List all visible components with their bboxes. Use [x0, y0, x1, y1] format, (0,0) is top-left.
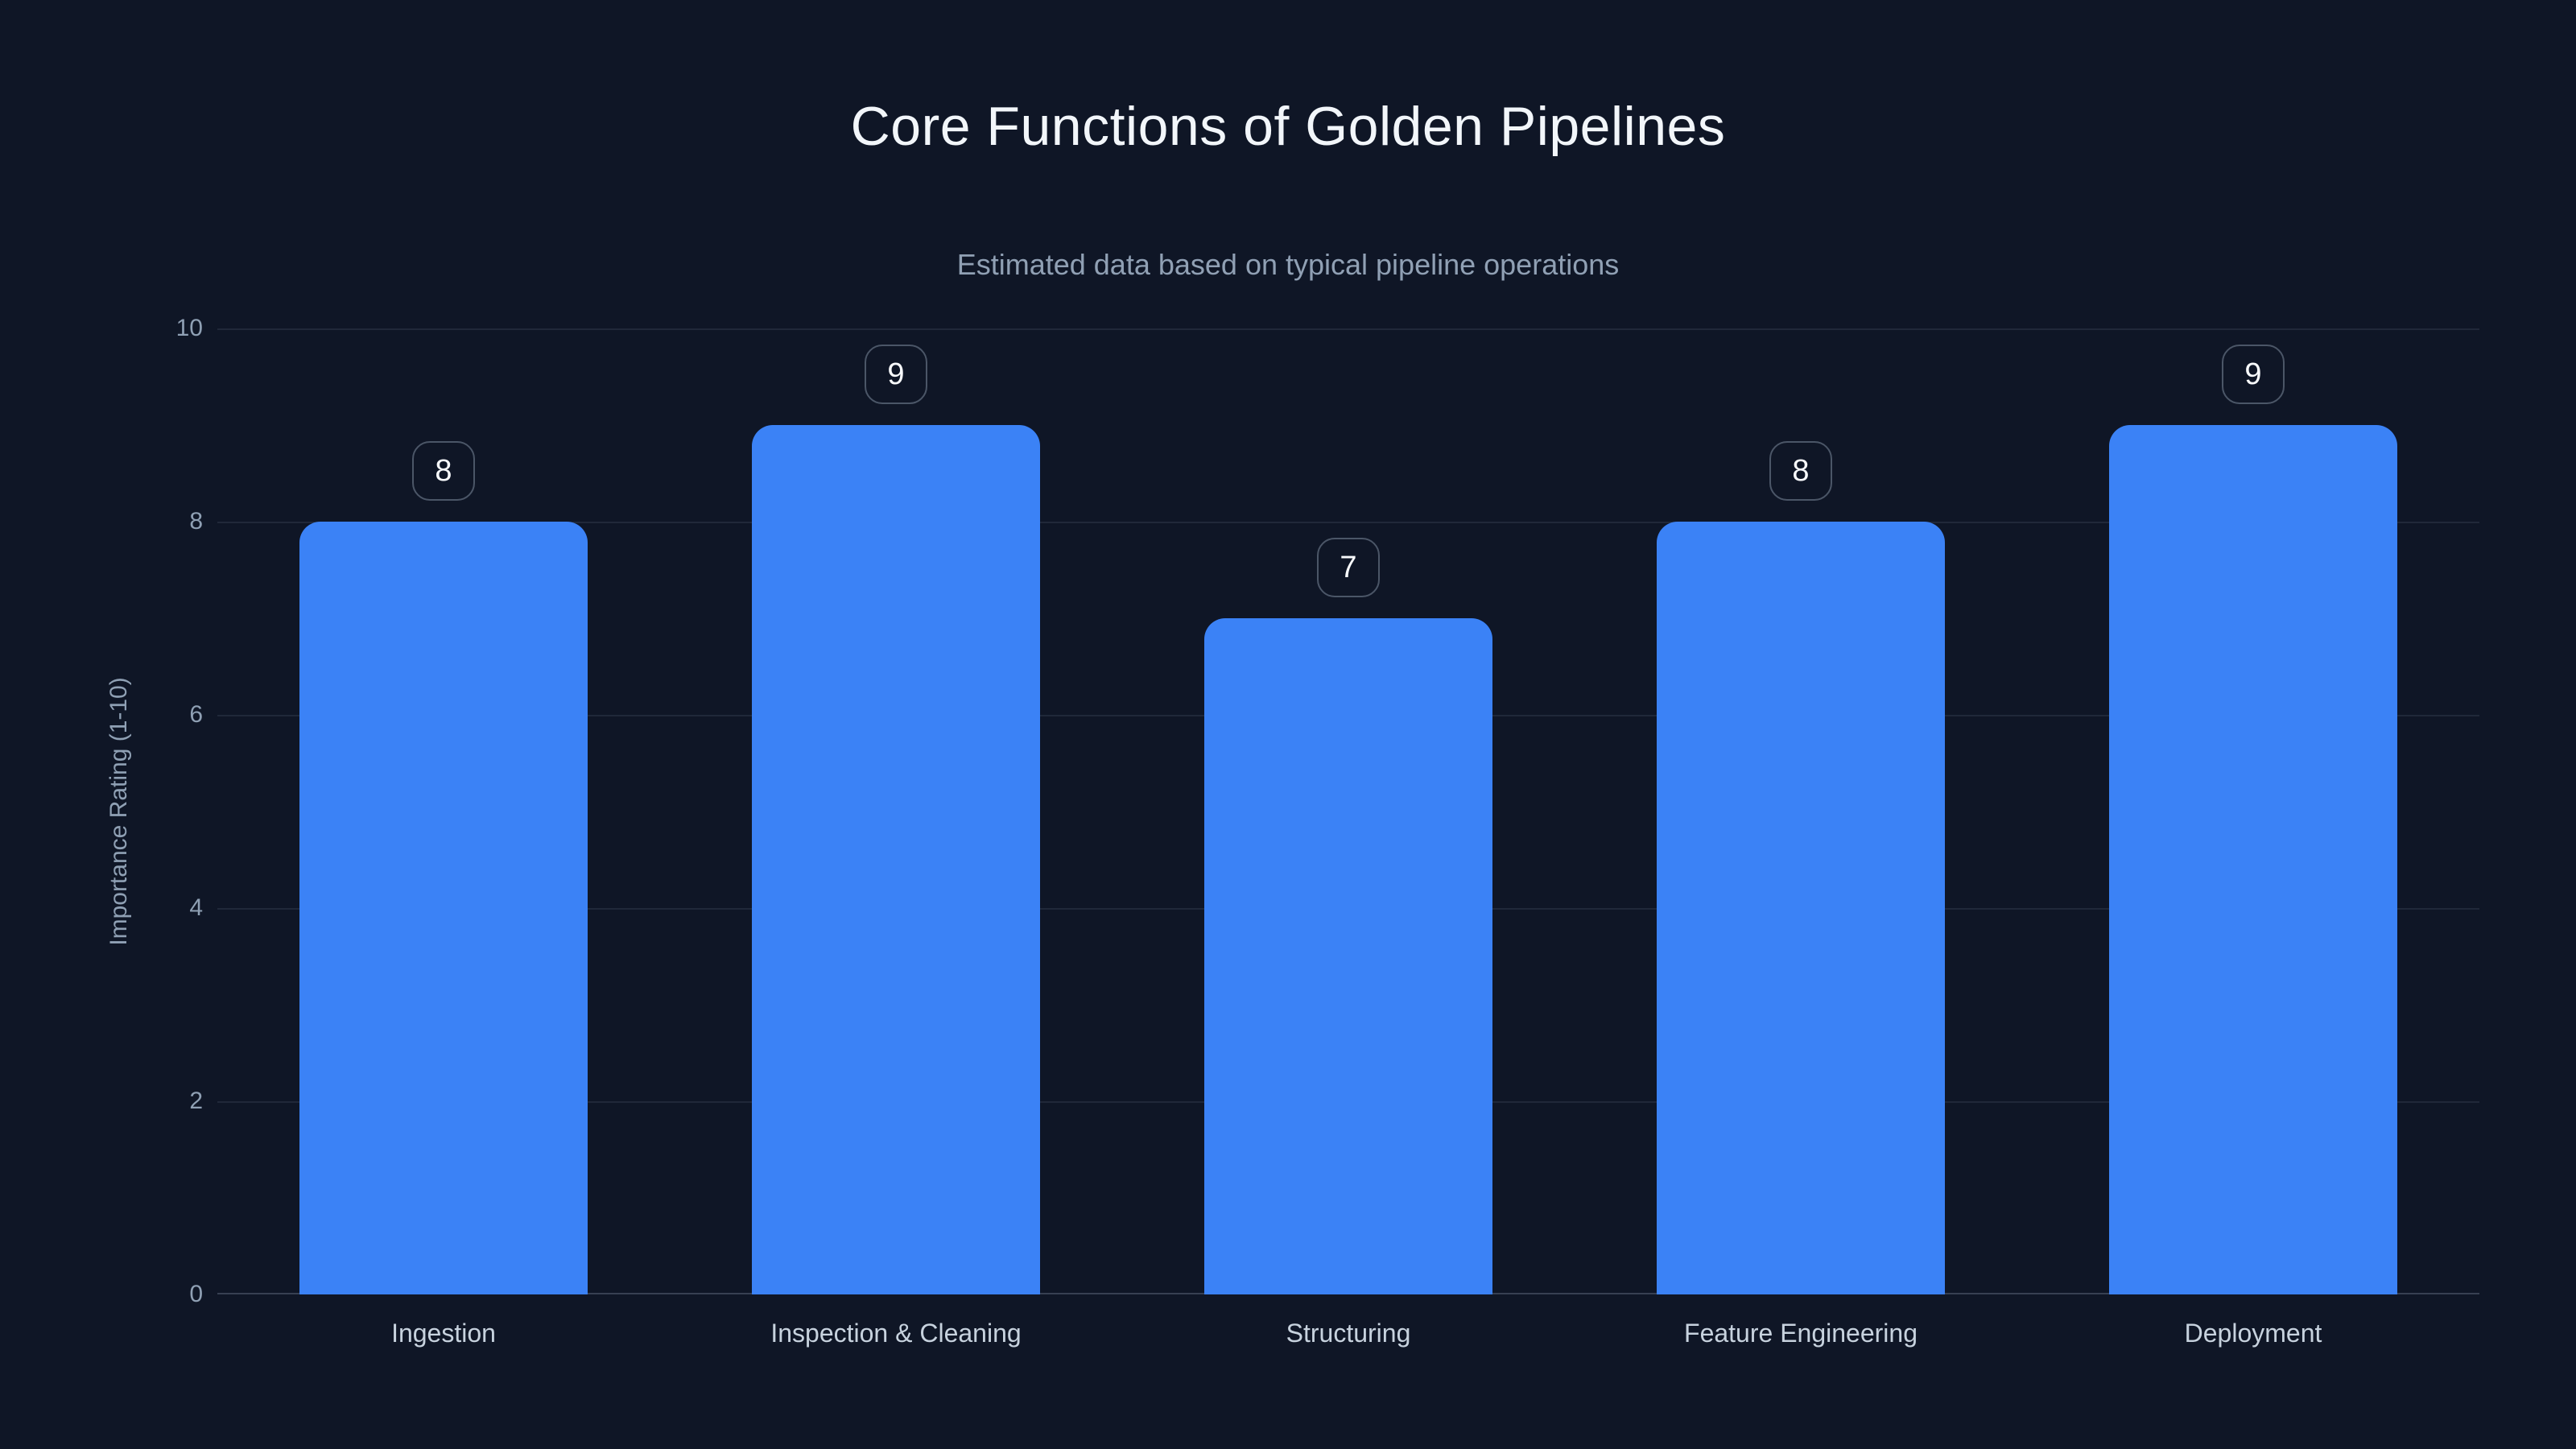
y-tick-label-4: 4: [189, 894, 203, 921]
value-badge-deployment: 9: [2222, 345, 2285, 404]
bar-ingestion: [299, 522, 588, 1294]
x-tick-label-feature-engineering: Feature Engineering: [1684, 1319, 1918, 1348]
value-badge-inspection-cleaning: 9: [865, 345, 927, 404]
y-tick-label-8: 8: [189, 508, 203, 535]
value-badge-structuring: 7: [1317, 538, 1380, 597]
chart-title: Core Functions of Golden Pipelines: [850, 96, 1726, 157]
x-tick-label-structuring: Structuring: [1286, 1319, 1411, 1348]
gridline-y-10: [217, 328, 2479, 330]
y-tick-label-10: 10: [175, 315, 203, 341]
y-tick-label-0: 0: [189, 1281, 203, 1307]
bar-structuring: [1204, 618, 1492, 1294]
chart-subtitle: Estimated data based on typical pipeline…: [956, 248, 1620, 281]
y-tick-label-6: 6: [189, 701, 203, 728]
gridline-y-8: [217, 522, 2479, 523]
x-tick-label-inspection-cleaning: Inspection & Cleaning: [770, 1319, 1022, 1348]
value-badge-ingestion: 8: [412, 441, 475, 501]
x-tick-label-ingestion: Ingestion: [391, 1319, 496, 1348]
plot-area: [217, 328, 2479, 1294]
x-tick-label-deployment: Deployment: [2184, 1319, 2322, 1348]
bar-feature-engineering: [1657, 522, 1945, 1294]
bar-inspection-cleaning: [752, 425, 1040, 1294]
value-badge-feature-engineering: 8: [1769, 441, 1832, 501]
bar-deployment: [2109, 425, 2397, 1294]
y-tick-label-2: 2: [189, 1088, 203, 1114]
